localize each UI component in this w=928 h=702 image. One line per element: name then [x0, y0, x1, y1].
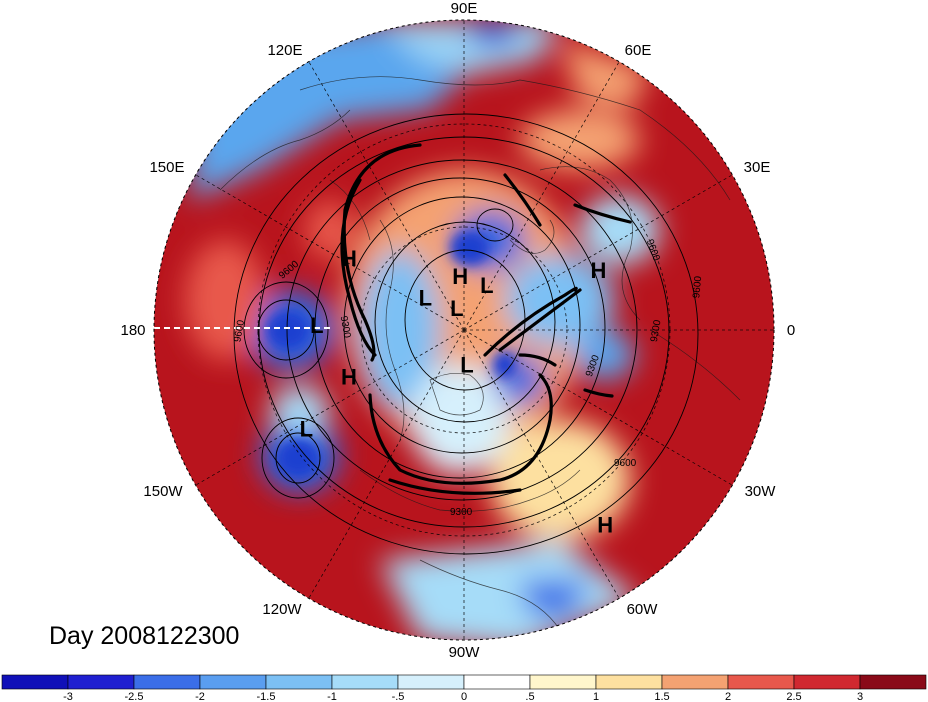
- map-disk: [154, 20, 774, 640]
- high-pressure-label: H: [597, 512, 613, 537]
- colorbar-segment: [463, 674, 531, 690]
- colorbar-segment: [331, 674, 399, 690]
- colorbar-tick-label: 3: [857, 691, 863, 702]
- lon-label-90w: 90W: [449, 644, 481, 661]
- colorbar-segment: [727, 674, 795, 690]
- lon-label-60e: 60E: [625, 42, 652, 59]
- lon-label-90e: 90E: [451, 0, 478, 17]
- low-pressure-label: L: [300, 417, 313, 442]
- map-boundary: [153, 19, 775, 641]
- contour-label: 9600: [691, 275, 704, 299]
- colorbar-segment: [859, 674, 927, 690]
- low-pressure-label: L: [460, 353, 473, 378]
- colorbar-tick-label: -.5: [392, 691, 405, 702]
- colorbar-segment: [265, 674, 333, 690]
- low-pressure-label: L: [450, 296, 463, 321]
- contour-label: 9300: [450, 507, 473, 518]
- colorbar-tick-label: -3: [63, 691, 73, 702]
- lon-label-180: 180: [120, 322, 145, 339]
- high-pressure-label: H: [341, 365, 357, 390]
- colorbar-tick-label: -2: [195, 691, 205, 702]
- colorbar-tick-label: .5: [525, 691, 534, 702]
- colorbar-tick-label: 1: [593, 691, 599, 702]
- colorbar-tick-label: 2: [725, 691, 731, 702]
- lon-label-60w: 60W: [627, 601, 659, 618]
- lon-label-120w: 120W: [262, 601, 302, 618]
- colorbar-tick-label: 1.5: [654, 691, 669, 702]
- low-pressure-label: L: [310, 313, 323, 338]
- longitude-labels: 90E 60E 30E 0 30W 60W 90W 120W 150W 180 …: [120, 0, 795, 661]
- high-pressure-label: H: [452, 264, 468, 289]
- colorbar-segment: [397, 674, 465, 690]
- figure-title: Day 2008122300: [49, 622, 239, 650]
- colorbar-segment: [661, 674, 729, 690]
- lon-label-120e: 120E: [267, 42, 302, 59]
- colorbar-segment: [793, 674, 861, 690]
- colorbar-segment: [67, 674, 135, 690]
- colorbar-segment: [595, 674, 663, 690]
- contour-label: 9300: [338, 315, 353, 339]
- contour-label: 9600: [232, 319, 247, 343]
- lon-label-150e: 150E: [149, 159, 184, 176]
- colorbar-segment: [133, 674, 201, 690]
- low-pressure-label: L: [419, 286, 432, 311]
- contour-label: 9300: [649, 319, 664, 343]
- lon-label-30e: 30E: [744, 159, 771, 176]
- lon-label-0: 0: [787, 322, 795, 339]
- high-pressure-label: H: [591, 258, 607, 283]
- colorbar-segment: [199, 674, 267, 690]
- colorbar-segment: [1, 674, 69, 690]
- colorbar-tick-label: -1: [327, 691, 337, 702]
- colorbar-tick-label: -1.5: [257, 691, 276, 702]
- lon-label-30w: 30W: [745, 483, 777, 500]
- low-pressure-label: L: [480, 273, 493, 298]
- contour-label: 9600: [614, 458, 637, 469]
- colorbar-segment: [529, 674, 597, 690]
- colorbar-tick-label: 2.5: [786, 691, 801, 702]
- colorbar-tick-label: -2.5: [125, 691, 144, 702]
- colorbar: -3 -2.5 -2 -1.5 -1 -.5 0 .5 1 1.5 2 2.5 3: [1, 674, 927, 702]
- colorbar-tick-label: 0: [461, 691, 467, 702]
- lon-label-150w: 150W: [143, 483, 183, 500]
- high-pressure-label: H: [341, 246, 357, 271]
